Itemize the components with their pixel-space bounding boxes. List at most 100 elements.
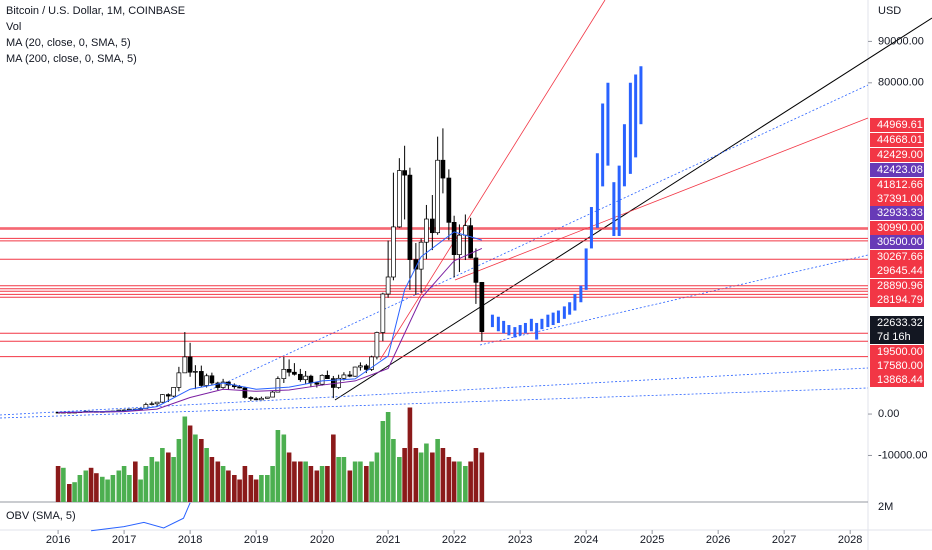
volume-bar — [226, 470, 231, 502]
volume-bar — [397, 457, 402, 502]
candle-body — [264, 396, 270, 399]
volume-bar — [435, 439, 440, 502]
volume-bar — [331, 434, 336, 502]
candle-body — [242, 387, 248, 398]
y-tick-label: 0.00 — [878, 408, 899, 420]
candle-body — [407, 174, 413, 260]
moving-average — [58, 247, 483, 414]
x-tick-label: 2028 — [838, 534, 862, 546]
volume-bar — [308, 466, 314, 502]
candle-body — [193, 371, 198, 373]
x-tick-label: 2020 — [310, 534, 334, 546]
obv-line — [91, 502, 191, 532]
candle-body — [220, 381, 226, 388]
volume-bar — [154, 461, 160, 502]
candle-body — [479, 282, 485, 333]
price-label-box — [870, 264, 924, 278]
candle-body — [358, 365, 363, 368]
candle-body — [281, 368, 287, 379]
volume-bar — [110, 475, 116, 502]
candle-body — [440, 159, 446, 179]
legend-entry: MA (20, close, 0, SMA, 5) — [6, 37, 131, 49]
candle-body — [473, 257, 479, 283]
volume-bar — [100, 476, 105, 502]
volume-bar — [72, 482, 77, 502]
candle-body — [292, 371, 297, 375]
volume-bar — [83, 470, 89, 502]
volume-bar — [127, 475, 132, 502]
candle-body — [396, 170, 402, 228]
candle-body — [429, 218, 435, 234]
price-label-box — [870, 279, 924, 293]
volume-bar — [149, 457, 155, 502]
volume-bar — [451, 461, 457, 502]
candle-body — [275, 378, 281, 393]
volume-bar — [336, 457, 341, 502]
trend-line — [379, 0, 606, 361]
price-label: 19500.00 — [877, 346, 923, 358]
candle-body — [402, 170, 407, 176]
volume-bar — [209, 457, 215, 502]
x-tick-label: 2016 — [46, 534, 70, 546]
price-label-box — [870, 206, 924, 220]
volume-bar — [182, 416, 188, 502]
volume-bar — [402, 448, 407, 502]
volume-bar — [303, 461, 308, 502]
price-label: 32933.33 — [877, 207, 923, 219]
candle-body — [176, 372, 182, 388]
candle-body — [463, 225, 468, 236]
volume-bar — [232, 475, 237, 502]
price-label: 22633.32 — [877, 317, 923, 329]
candle-body — [215, 382, 221, 388]
price-label: 29645.44 — [877, 265, 923, 277]
volume-bar — [352, 461, 358, 502]
price-label: 44668.01 — [877, 134, 923, 146]
volume-bar — [61, 467, 66, 502]
volume-bar — [242, 466, 248, 502]
candle-body — [187, 356, 193, 373]
volume-bar — [446, 457, 452, 502]
candle-body — [468, 225, 473, 259]
price-label-box — [870, 148, 924, 162]
x-tick-label: 2022 — [442, 534, 466, 546]
price-label: 28890.96 — [877, 280, 923, 292]
trend-line — [334, 17, 932, 401]
candle-body — [374, 332, 380, 358]
volume-bar — [215, 461, 221, 502]
x-tick-label: 2023 — [508, 534, 532, 546]
price-label: 42429.00 — [877, 149, 923, 161]
candle-body — [352, 366, 358, 377]
volume-bar — [55, 466, 61, 502]
volume-bar — [418, 452, 424, 502]
volume-bar — [187, 425, 193, 502]
volume-bar — [94, 473, 99, 502]
trend-line — [209, 84, 869, 391]
volume-bar — [88, 467, 94, 502]
price-label-box — [870, 373, 924, 387]
volume-bar — [468, 461, 473, 502]
volume-bar — [457, 461, 462, 502]
volume-bar — [259, 475, 264, 502]
candle-body — [248, 397, 254, 400]
price-label: 41812.66 — [877, 179, 923, 191]
candle-body — [308, 375, 314, 384]
candle-body — [435, 159, 440, 234]
candle-body — [209, 375, 215, 384]
volume-bar — [358, 461, 363, 502]
volume-bar — [253, 479, 259, 502]
volume-bar — [479, 452, 485, 502]
countdown: 7d 16h — [877, 331, 911, 343]
candle-body — [341, 374, 347, 379]
price-label-box — [870, 293, 924, 307]
candle-body — [149, 403, 155, 405]
volume-bar — [440, 448, 446, 502]
volume-bar — [204, 448, 209, 502]
candle-body — [237, 386, 242, 389]
volume-bar — [270, 466, 275, 502]
candle-body — [303, 375, 308, 381]
x-tick-label: 2025 — [640, 534, 664, 546]
volume-bar — [67, 484, 72, 502]
volume-bar — [374, 452, 380, 502]
candle-body — [363, 365, 369, 370]
